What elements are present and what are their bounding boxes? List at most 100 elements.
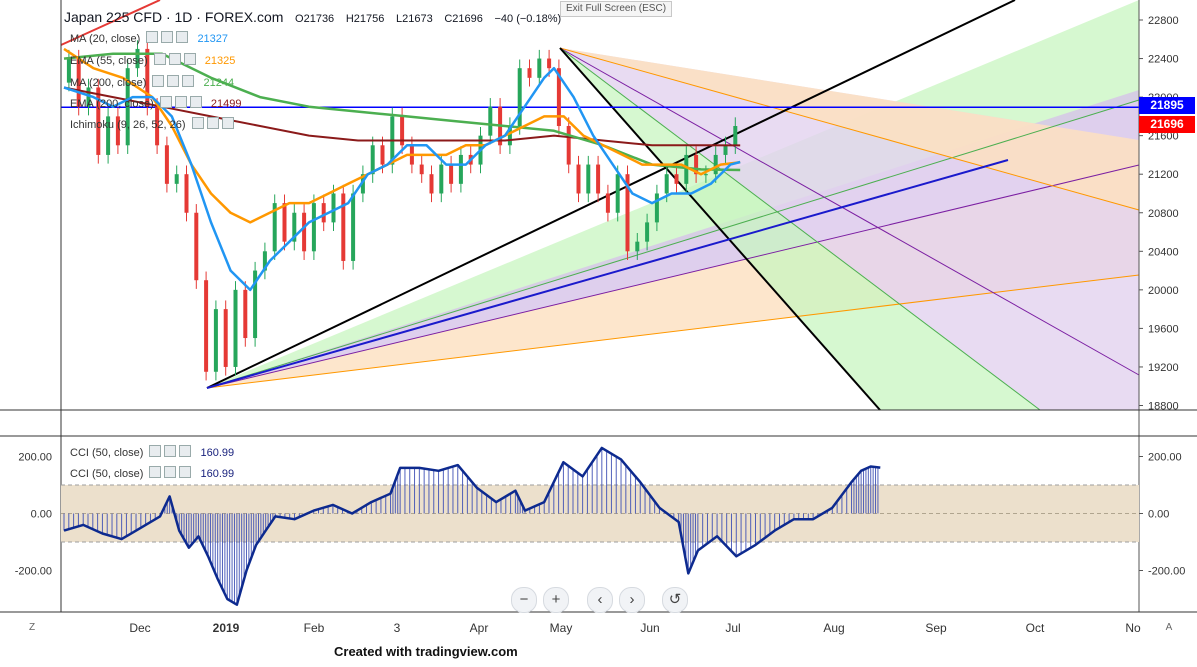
- candle-body: [664, 174, 669, 194]
- legend-ichimoku[interactable]: Ichimoku (9, 26, 52, 26): [70, 117, 234, 132]
- fan-line: [559, 47, 1140, 211]
- legend-cci-1[interactable]: CCI (50, close) 160.99: [70, 445, 234, 460]
- candle-body: [576, 164, 581, 194]
- price-tick-label: 21200: [1148, 169, 1179, 181]
- zoom-in-button[interactable]: +: [543, 587, 569, 613]
- price-tick-label: 20000: [1148, 285, 1179, 297]
- ema200-line: [63, 86, 741, 147]
- candle-body: [135, 48, 140, 69]
- close-icon[interactable]: [176, 31, 189, 43]
- auto-scale-icon[interactable]: A: [1165, 622, 1173, 633]
- gear-icon[interactable]: [167, 75, 180, 87]
- candle-body: [194, 212, 199, 281]
- time-axis-label: 2019: [213, 621, 240, 635]
- gear-icon[interactable]: [168, 53, 181, 65]
- legend-ema200[interactable]: EMA (200, close) 21499: [70, 96, 241, 111]
- candle-body: [321, 203, 326, 223]
- ma20-line: [63, 66, 741, 292]
- candle-body: [635, 241, 640, 252]
- legend-ma200[interactable]: MA (200, close) 21244: [70, 75, 234, 90]
- legend-ema55[interactable]: EMA (55, close) 21325: [70, 53, 235, 68]
- exit-fullscreen-button[interactable]: Exit Full Screen (ESC): [560, 1, 673, 17]
- time-axis-label: Jun: [640, 621, 659, 635]
- reset-chart-button[interactable]: ↺: [662, 587, 688, 613]
- fan-line: [559, 47, 1140, 376]
- low-value: L21673: [395, 13, 433, 25]
- scroll-right-button[interactable]: ›: [619, 587, 645, 613]
- candle-body: [66, 58, 71, 83]
- candle-body: [684, 154, 689, 184]
- candle-body: [449, 164, 454, 184]
- symbol-title[interactable]: Japan 225 CFD · 1D · FOREX.com: [64, 9, 284, 25]
- close-icon[interactable]: [221, 117, 234, 129]
- eye-icon[interactable]: [146, 31, 159, 43]
- legend-ma20[interactable]: MA (20, close) 21327: [70, 31, 228, 46]
- price-tick-label: 20800: [1148, 208, 1179, 220]
- time-axis-label: 3: [394, 621, 401, 635]
- gear-icon[interactable]: [206, 117, 219, 129]
- candle-body: [596, 164, 601, 194]
- gear-icon[interactable]: [164, 445, 177, 457]
- cci-tick-label-right: -200.00: [1148, 566, 1185, 578]
- zoom-corner-icon[interactable]: Z: [28, 622, 36, 633]
- credit-text: Created with tradingview.com: [334, 644, 518, 659]
- legend-ma200-value: 21244: [203, 77, 235, 89]
- eye-icon[interactable]: [149, 466, 162, 478]
- legend-ema55-value: 21325: [204, 55, 236, 67]
- eye-icon[interactable]: [153, 53, 166, 65]
- time-axis-label: Apr: [470, 621, 489, 635]
- time-axis-label: Sep: [925, 621, 947, 635]
- cci-tick-label-right: 200.00: [1148, 452, 1182, 464]
- candle-body: [537, 58, 542, 78]
- candle-body: [96, 87, 101, 155]
- scroll-left-button[interactable]: ‹: [587, 587, 613, 613]
- eye-icon[interactable]: [191, 117, 204, 129]
- candle-body: [380, 145, 385, 165]
- candle-body: [213, 309, 218, 372]
- candle-body: [694, 154, 699, 175]
- cci-tick-label-left: 0.00: [31, 509, 52, 521]
- price-tick-label: 22800: [1148, 15, 1179, 27]
- cci-tick-label-left: 200.00: [18, 452, 52, 464]
- zoom-out-button[interactable]: −: [511, 587, 537, 613]
- candle-body: [556, 68, 561, 127]
- candle-body: [233, 289, 238, 367]
- gear-icon[interactable]: [161, 31, 174, 43]
- eye-icon[interactable]: [152, 75, 165, 87]
- legend-cci-2[interactable]: CCI (50, close) 160.99: [70, 466, 234, 481]
- cci-tick-label-right: 0.00: [1148, 509, 1169, 521]
- candle-body: [253, 270, 258, 339]
- chart-header: Japan 225 CFD · 1D · FOREX.com O21736 H2…: [64, 9, 561, 25]
- eye-icon[interactable]: [159, 96, 172, 108]
- trend-line-down: [559, 47, 881, 411]
- high-value: H21756: [345, 13, 385, 25]
- close-icon[interactable]: [183, 53, 196, 65]
- time-axis-label: Aug: [823, 621, 844, 635]
- candle-body: [76, 58, 81, 107]
- trend-line-up: [206, 0, 1016, 389]
- candle-body: [311, 203, 316, 252]
- candle-body: [184, 174, 189, 213]
- gear-icon[interactable]: [164, 466, 177, 478]
- candle-body: [400, 116, 405, 146]
- legend-ema200-label: EMA (200, close): [70, 98, 154, 110]
- close-icon[interactable]: [179, 466, 192, 478]
- close-value: C21696: [444, 13, 483, 25]
- close-icon[interactable]: [179, 445, 192, 457]
- eye-icon[interactable]: [149, 445, 162, 457]
- fan-line: [559, 47, 1041, 411]
- candle-body: [370, 145, 375, 175]
- gear-icon[interactable]: [174, 96, 187, 108]
- candle-body: [115, 116, 120, 146]
- price-tick-label: 19600: [1148, 323, 1179, 335]
- close-icon[interactable]: [189, 96, 202, 108]
- candle-body: [605, 193, 610, 213]
- close-icon[interactable]: [182, 75, 195, 87]
- candle-body: [341, 193, 346, 261]
- time-axis-label: No: [1125, 621, 1141, 635]
- legend-ema200-value: 21499: [210, 98, 242, 110]
- price-tick-label: 18800: [1148, 401, 1179, 413]
- legend-ema55-label: EMA (55, close): [70, 55, 148, 67]
- candle-body: [458, 154, 463, 184]
